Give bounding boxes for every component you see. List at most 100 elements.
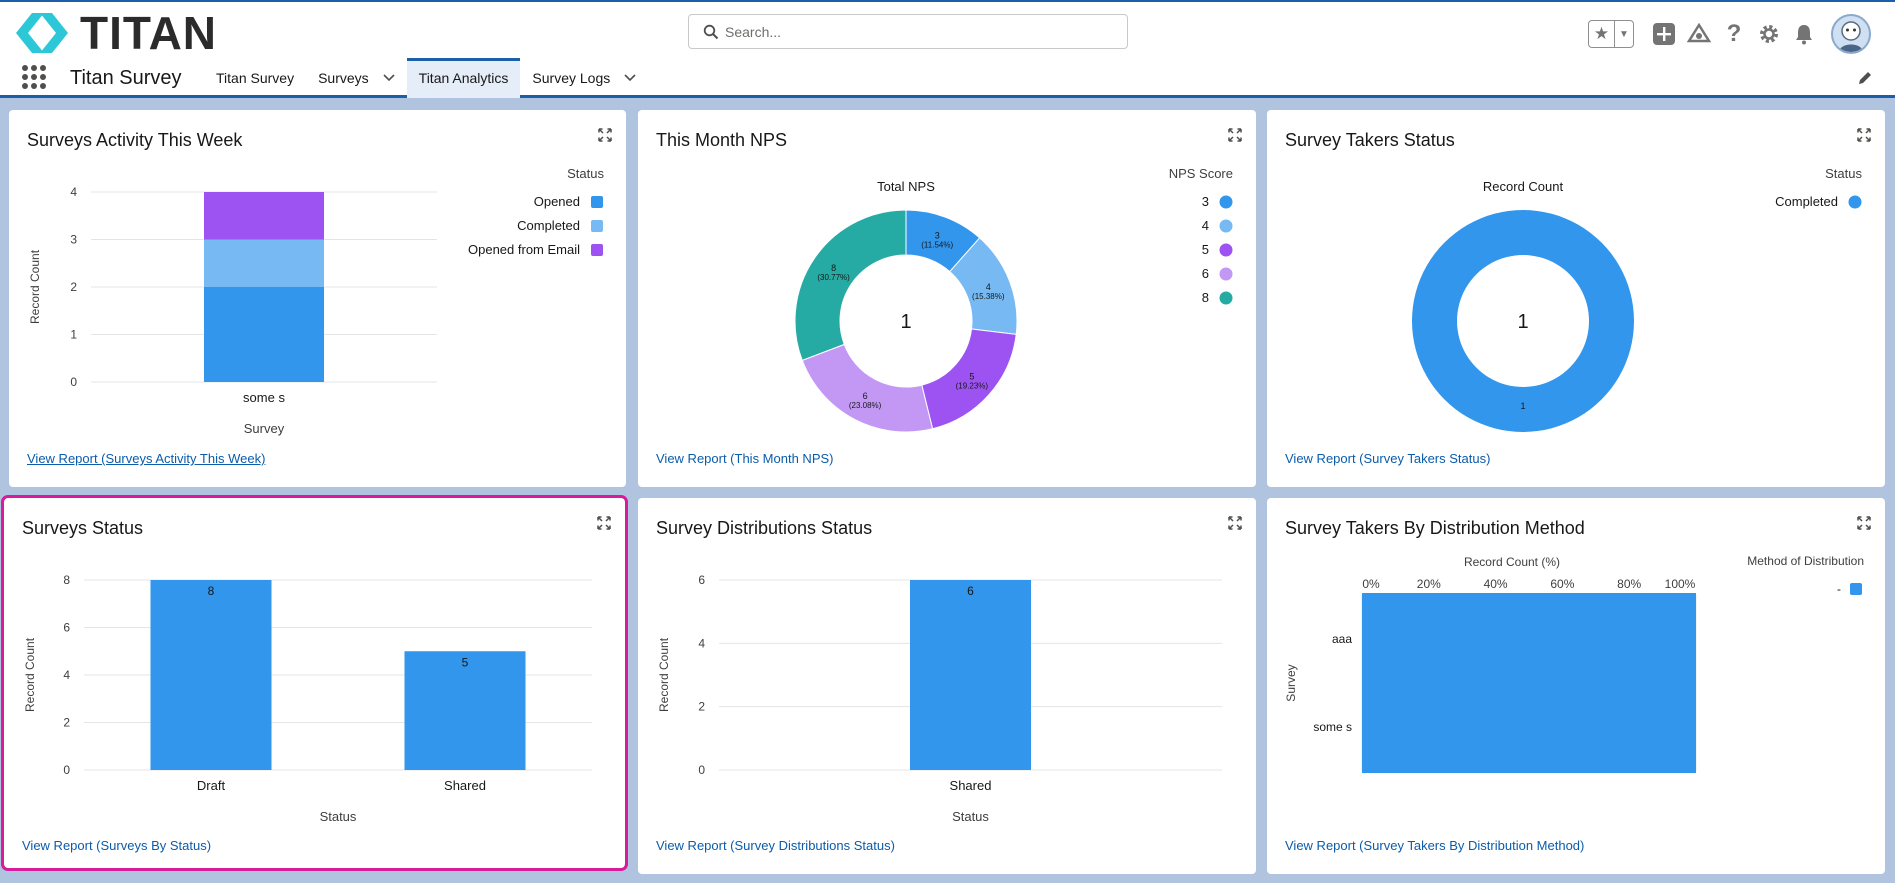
- surveys-status-card: Surveys Status 0 2 4 6 8 8 Draft 5 Shared Status R…: [1, 495, 628, 871]
- surveys-status-chart: 0 2 4 6 8 8 Draft 5 Shared Status Record Count: [23, 573, 592, 824]
- app-navigation-bar: Titan Survey Titan Survey Surveys Titan …: [0, 58, 1895, 98]
- legend-label: 8: [1202, 290, 1209, 305]
- global-actions-icon[interactable]: [1652, 22, 1676, 46]
- x-tick-label: 80%: [1617, 577, 1641, 591]
- view-report-link[interactable]: View Report (This Month NPS): [656, 451, 834, 466]
- titan-logo-icon: [16, 13, 68, 53]
- global-search[interactable]: [688, 14, 1128, 49]
- y-tick-label: 0: [70, 375, 77, 389]
- bar: [910, 580, 1031, 770]
- tab-survey-logs[interactable]: Survey Logs: [520, 58, 648, 98]
- this-month-nps-card: This Month NPS 3 (11.54%) 4 (15.38%) 5 (19.23…: [638, 110, 1256, 487]
- setup-gear-icon[interactable]: [1757, 22, 1781, 46]
- slice-percent: (23.08%): [849, 401, 882, 410]
- edit-nav-pencil-icon[interactable]: [1857, 70, 1873, 86]
- legend-label: Opened from Email: [468, 242, 580, 257]
- y-tick-label: 3: [70, 233, 77, 247]
- view-report-link[interactable]: View Report (Survey Takers Status): [1285, 451, 1491, 466]
- slice-label: 4: [986, 282, 991, 292]
- y-tick-label: 6: [698, 573, 705, 587]
- x-tick-label: some s: [243, 390, 285, 405]
- tab-titan-survey[interactable]: Titan Survey: [204, 58, 306, 98]
- x-tick-label: Shared: [950, 778, 992, 793]
- bar: [150, 580, 272, 770]
- slice-label: 5: [969, 371, 974, 381]
- favorites-button[interactable]: ★ ▼: [1588, 20, 1634, 48]
- chevron-down-icon[interactable]: [624, 74, 636, 82]
- help-icon[interactable]: ?: [1726, 20, 1742, 47]
- y-tick-label: 8: [63, 573, 70, 587]
- pie-slice: [801, 343, 934, 433]
- tab-label: Surveys: [318, 70, 369, 86]
- card-title: Survey Takers By Distribution Method: [1285, 518, 1585, 538]
- x-tick-label: Draft: [197, 778, 226, 793]
- pie-slice: [1411, 210, 1634, 432]
- view-report-link[interactable]: View Report (Survey Takers By Distributi…: [1285, 838, 1585, 853]
- y-axis-label: Survey: [1284, 664, 1298, 701]
- nav-tabs: Titan Survey Surveys Titan Analytics Sur…: [204, 58, 648, 98]
- expand-icon[interactable]: [1228, 516, 1242, 530]
- user-avatar[interactable]: [1831, 14, 1871, 54]
- y-axis-label: Record Count: [657, 637, 671, 712]
- x-axis-label: Record Count (%): [1464, 555, 1560, 569]
- y-tick-label: 4: [698, 636, 705, 650]
- logo-text: TITAN: [80, 7, 218, 59]
- star-icon: ★: [1589, 21, 1615, 47]
- legend-swatch: [1219, 219, 1233, 233]
- card-title: Survey Takers Status: [1285, 130, 1455, 150]
- expand-icon[interactable]: [598, 128, 612, 142]
- titan-logo[interactable]: TITAN: [14, 10, 217, 56]
- tab-surveys[interactable]: Surveys: [306, 58, 407, 98]
- x-tick-label: 40%: [1484, 577, 1508, 591]
- card-title: This Month NPS: [656, 130, 788, 150]
- expand-icon[interactable]: [1228, 128, 1242, 142]
- x-tick-label: 100%: [1665, 577, 1696, 591]
- legend-label: 6: [1202, 266, 1209, 281]
- view-report-link[interactable]: View Report (Surveys Activity This Week): [27, 451, 266, 466]
- card-title: Surveys Status: [22, 518, 144, 538]
- expand-icon[interactable]: [1857, 128, 1871, 142]
- slice-label: 3: [935, 231, 940, 241]
- view-report-link[interactable]: View Report (Survey Distributions Status…: [656, 838, 895, 853]
- takers-by-method-card: Survey Takers By Distribution Method Rec…: [1267, 498, 1885, 874]
- slice-percent: (30.77%): [817, 273, 850, 282]
- center-label: 1: [1517, 311, 1528, 333]
- trailhead-icon[interactable]: [1687, 22, 1711, 46]
- app-launcher-icon[interactable]: [22, 65, 46, 89]
- view-report-link[interactable]: View Report (Surveys By Status): [22, 838, 212, 853]
- chart-title: Record Count: [1483, 179, 1564, 194]
- y-axis-label: Record Count: [23, 637, 37, 712]
- legend-swatch: [591, 220, 603, 232]
- tab-label: Titan Analytics: [418, 70, 509, 86]
- card-title: Surveys Activity This Week: [27, 130, 243, 150]
- slice-percent: (19.23%): [956, 381, 989, 390]
- tab-label: Titan Survey: [216, 70, 295, 86]
- card-title: Survey Distributions Status: [656, 518, 873, 538]
- legend-title: NPS Score: [1169, 166, 1233, 181]
- caret-down-icon[interactable]: ▼: [1619, 28, 1629, 40]
- legend-label: -: [1837, 582, 1841, 596]
- notifications-bell-icon[interactable]: [1792, 22, 1816, 46]
- legend-swatch: [591, 244, 603, 256]
- legend-label: Opened: [534, 194, 580, 209]
- expand-icon[interactable]: [597, 516, 611, 530]
- y-axis-label: Record Count: [28, 249, 42, 324]
- app-name: Titan Survey: [70, 67, 182, 89]
- tab-titan-analytics[interactable]: Titan Analytics: [406, 58, 521, 98]
- legend-title: Method of Distribution: [1747, 554, 1864, 568]
- search-input[interactable]: [725, 23, 1105, 40]
- expand-icon[interactable]: [1857, 516, 1871, 530]
- x-tick-label: 20%: [1417, 577, 1441, 591]
- x-tick-label: Shared: [444, 778, 486, 793]
- nps-donut-chart: 3(11.54%)4(15.38%)5(19.23%)6(23.08%)8(30…: [794, 166, 1233, 433]
- takers-donut-chart: 1 1 Record Count Status Completed: [1411, 166, 1862, 432]
- slice-percent: (11.54%): [921, 241, 953, 250]
- slice-label: 1: [1520, 401, 1525, 411]
- chart-title: Total NPS: [877, 179, 935, 194]
- bar-segment: [204, 192, 324, 240]
- center-label: 1: [900, 311, 911, 333]
- chevron-down-icon[interactable]: [383, 74, 395, 82]
- global-header: TITAN ★ ▼ ?: [0, 0, 1895, 58]
- bar: [404, 651, 526, 770]
- legend-title: Status: [567, 166, 604, 181]
